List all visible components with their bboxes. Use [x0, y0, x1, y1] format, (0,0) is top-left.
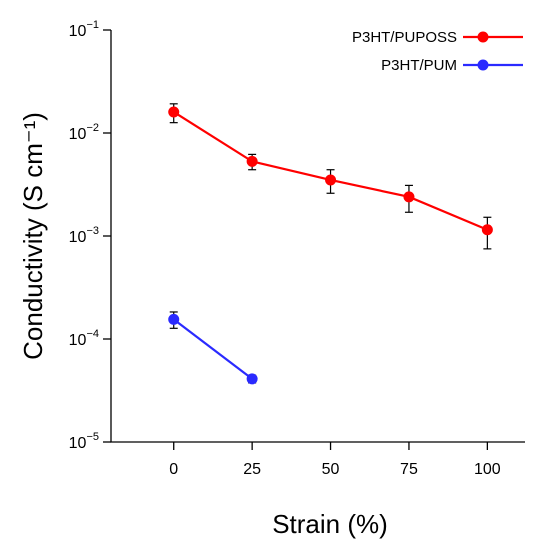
axes [110, 30, 525, 443]
x-tick-label: 50 [322, 461, 340, 478]
axis-lines [110, 30, 525, 443]
data-point [246, 155, 258, 167]
x-tick-label: 25 [243, 461, 261, 478]
y-tick-label: 10−1 [69, 19, 99, 40]
data-point [246, 373, 258, 385]
legend: P3HT/PUPOSS P3HT/PUM [352, 29, 523, 74]
y-tick-label: 10−5 [69, 431, 99, 452]
x-axis-title: Strain (%) [272, 509, 388, 539]
data-point [481, 224, 493, 236]
series-0 [168, 103, 493, 250]
series-layer [168, 103, 493, 385]
data-point [168, 313, 180, 325]
data-point [168, 106, 180, 118]
y-axis-ticks: 10−5 10−4 10−3 10−2 10−1 [69, 19, 111, 452]
legend-marker [477, 31, 489, 43]
x-tick-label: 100 [474, 461, 501, 478]
y-tick-label: 10−3 [69, 225, 99, 246]
x-tick-label: 0 [169, 461, 178, 478]
data-point [403, 191, 415, 203]
x-axis-ticks: 0 25 50 75 100 [169, 442, 501, 478]
legend-marker [477, 59, 489, 71]
series-1 [168, 311, 258, 385]
series-line [173, 318, 253, 380]
x-tick-label: 75 [400, 461, 418, 478]
y-axis-title: Conductivity (S cm⁻¹) [18, 112, 48, 360]
legend-label: P3HT/PUM [381, 57, 457, 74]
y-tick-label: 10−4 [69, 328, 99, 349]
legend-label: P3HT/PUPOSS [352, 29, 457, 46]
y-tick-label: 10−2 [69, 122, 99, 143]
data-point [325, 174, 337, 186]
